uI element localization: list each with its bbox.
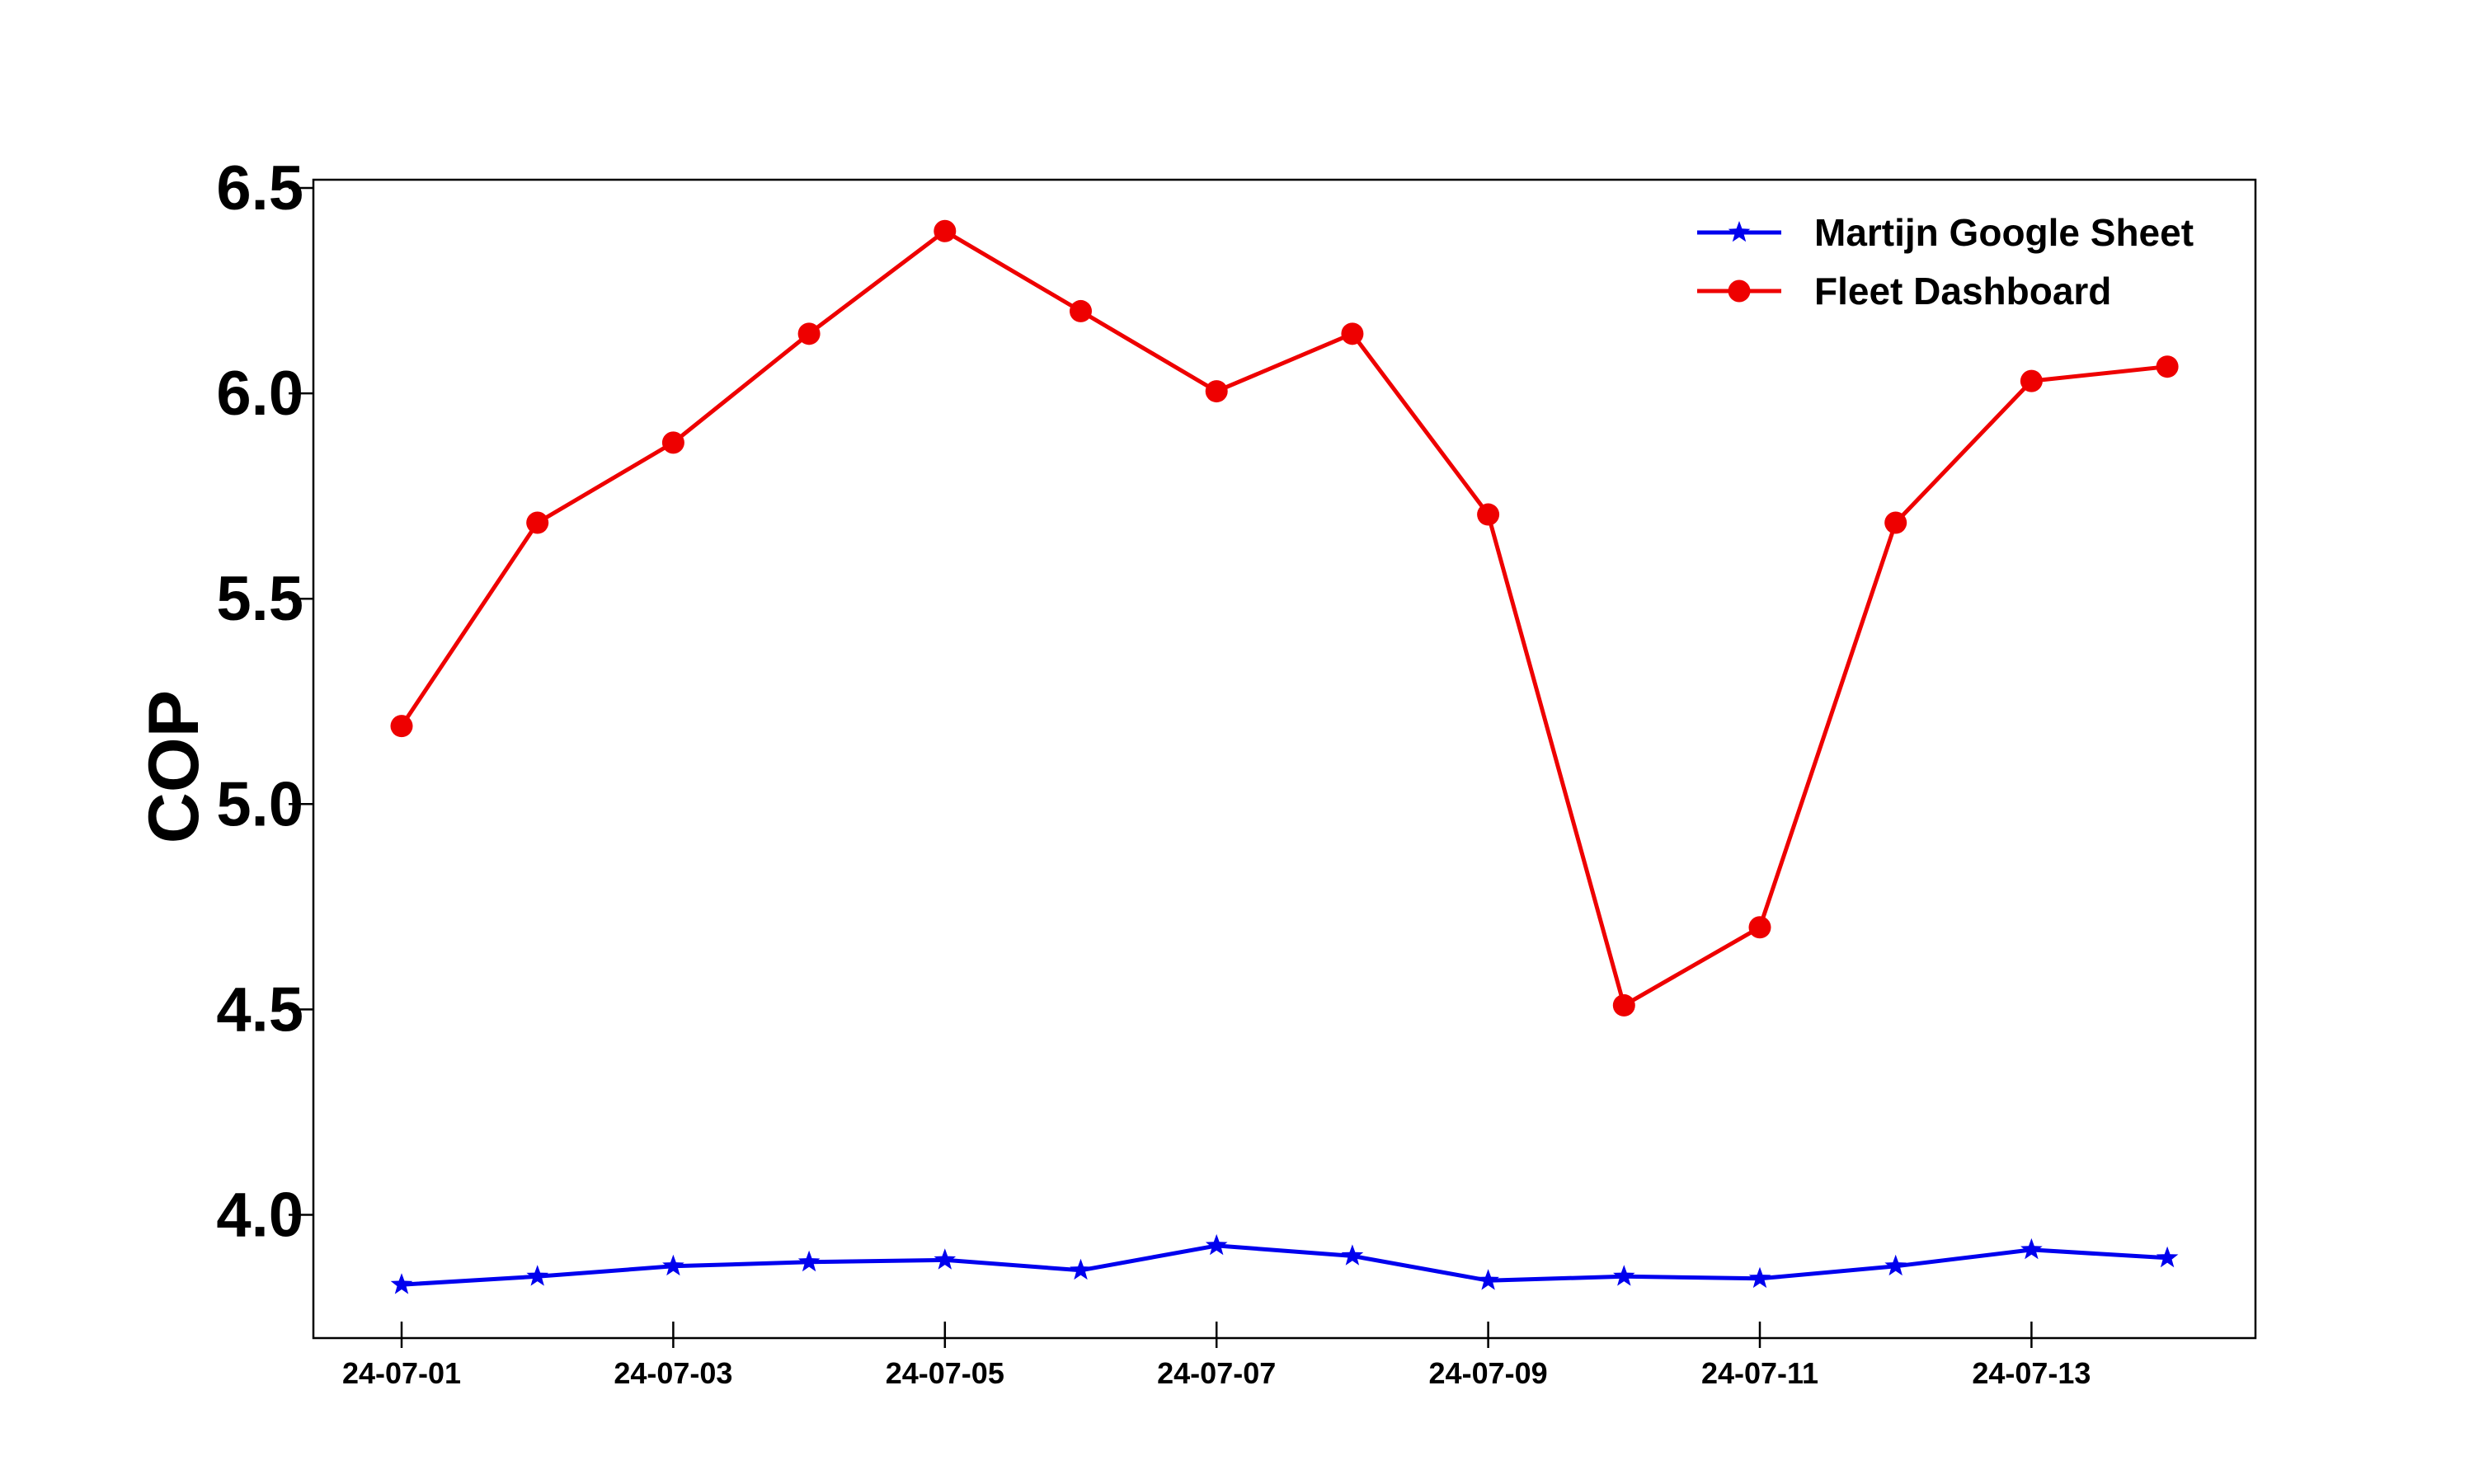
data-point — [1748, 1266, 1771, 1289]
legend-marker — [1728, 279, 1751, 303]
legend-entry: Fleet Dashboard — [1697, 270, 2111, 312]
data-point — [1341, 322, 1364, 345]
data-point — [1205, 380, 1228, 403]
data-point — [934, 1248, 957, 1270]
x-tick-label: 24-07-01 — [342, 1356, 461, 1390]
data-point — [797, 1250, 821, 1272]
data-point — [1477, 503, 1500, 526]
x-tick-label: 24-07-05 — [886, 1356, 1004, 1390]
data-point — [1477, 1269, 1499, 1290]
plot-frame — [312, 178, 2257, 1340]
data-point — [2020, 369, 2043, 392]
series-line — [399, 228, 2168, 1007]
legend-marker — [1728, 221, 1751, 242]
x-tick-label: 24-07-09 — [1429, 1356, 1548, 1390]
data-point — [526, 511, 549, 534]
data-point — [1070, 1258, 1092, 1280]
y-tick-label: 4.5 — [216, 974, 303, 1045]
data-point — [1884, 1254, 1907, 1276]
y-axis: 4.0 4.5 5.0 5.5 6.0 6.5 — [216, 153, 313, 1251]
data-point — [934, 219, 957, 242]
data-point — [1612, 993, 1635, 1017]
data-point — [1341, 1244, 1364, 1266]
x-tick-label: 24-07-11 — [1701, 1356, 1818, 1390]
series-line — [401, 1243, 2168, 1287]
x-tick-label: 24-07-13 — [1972, 1356, 2091, 1390]
y-tick-label: 5.5 — [216, 564, 303, 634]
data-point — [1748, 916, 1771, 939]
data-point — [1613, 1265, 1635, 1286]
data-point — [526, 1265, 548, 1286]
x-tick-label: 24-07-03 — [614, 1356, 732, 1390]
legend-entry: Martijn Google Sheet — [1697, 211, 2194, 254]
legend-label: Martijn Google Sheet — [1814, 211, 2194, 254]
y-tick-label: 6.5 — [216, 153, 303, 223]
data-point — [662, 1254, 684, 1276]
data-point — [2020, 1237, 2043, 1260]
data-point — [390, 715, 413, 738]
series-1 — [390, 219, 2179, 1017]
y-tick-label: 6.0 — [216, 359, 303, 429]
legend: Martijn Google Sheet Fleet Dashboard — [1697, 211, 2194, 312]
x-tick-label: 24-07-07 — [1157, 1356, 1276, 1390]
y-axis-label: COP — [134, 690, 214, 843]
data-point — [1884, 511, 1907, 534]
x-axis: 24-07-01 24-07-03 24-07-05 24-07-07 24-07-09… — [342, 1322, 2091, 1390]
series-layer — [390, 219, 2179, 1294]
data-point — [661, 431, 684, 454]
data-point — [2156, 355, 2179, 378]
data-point — [1070, 299, 1092, 322]
y-tick-label: 5.0 — [216, 769, 303, 839]
data-point — [390, 1273, 413, 1294]
y-tick-label: 4.0 — [216, 1181, 303, 1251]
data-point — [1205, 1233, 1228, 1256]
series-0 — [390, 1233, 2179, 1294]
data-point — [2156, 1246, 2179, 1268]
data-point — [797, 322, 821, 345]
legend-label: Fleet Dashboard — [1814, 270, 2111, 312]
